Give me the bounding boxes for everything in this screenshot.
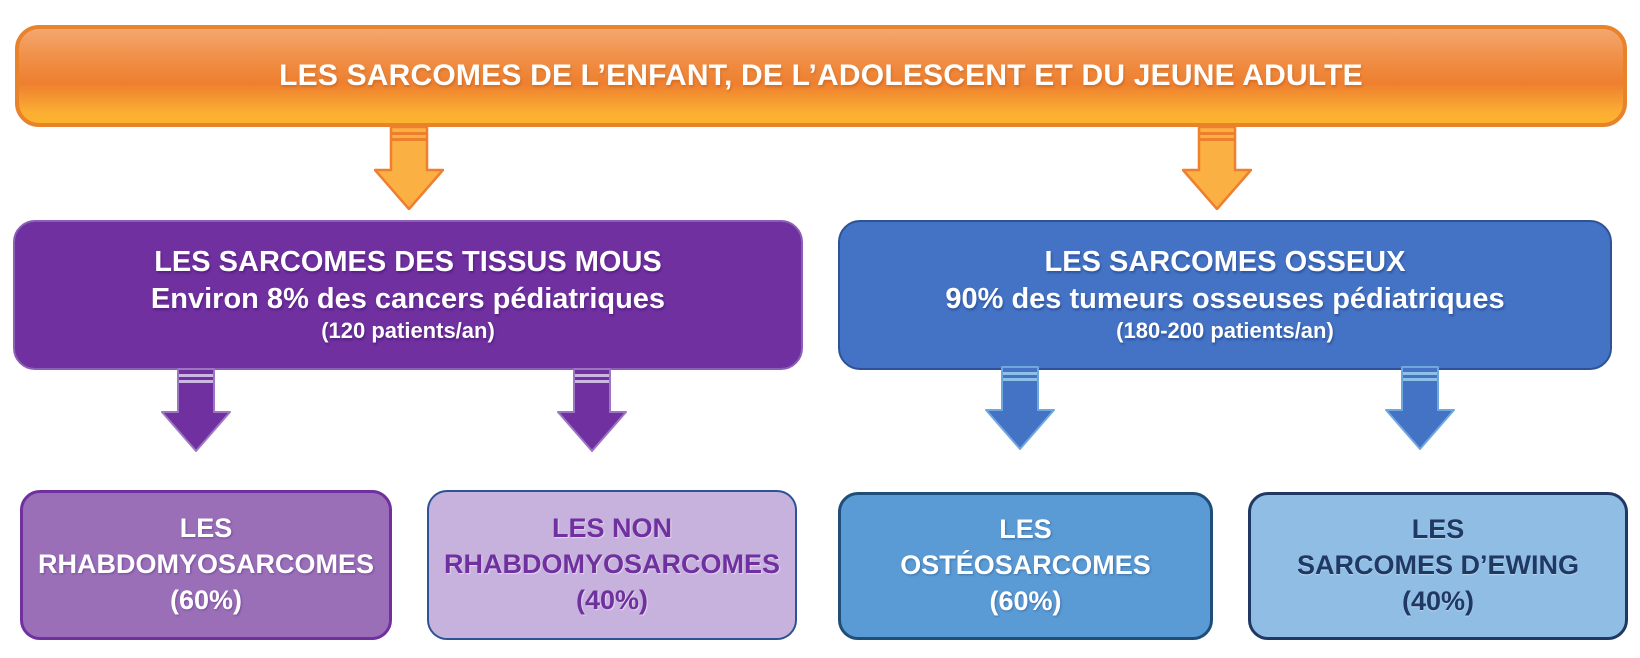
leaf-line: RHABDOMYOSARCOMES (37, 549, 374, 580)
bone-subtitle: 90% des tumeurs osseuses pédiatriques (945, 282, 1505, 315)
leaf-line: (60%) (169, 584, 242, 615)
bone-note: (180-200 patients/an) (1116, 317, 1334, 343)
ewing-sarcomas-box: LES SARCOMES D’EWING (40%) (1248, 492, 1628, 640)
arrow-down-icon (985, 366, 1055, 450)
bone-sarcomas-box: LES SARCOMES OSSEUX 90% des tumeurs osse… (838, 220, 1612, 370)
arrow-down-icon (557, 368, 627, 452)
soft-tissue-subtitle: Environ 8% des cancers pédiatriques (150, 282, 666, 315)
arrow-down-icon (1385, 366, 1455, 450)
arrow-down-icon (161, 368, 231, 452)
soft-tissue-sarcomas-box: LES SARCOMES DES TISSUS MOUS Environ 8% … (13, 220, 803, 370)
leaf-line: OSTÉOSARCOMES (900, 550, 1151, 581)
page-title: LES SARCOMES DE L’ENFANT, DE L’ADOLESCEN… (279, 59, 1363, 92)
leaf-line: SARCOMES D’EWING (1296, 550, 1579, 581)
soft-tissue-note: (120 patients/an) (321, 317, 495, 343)
leaf-line: RHABDOMYOSARCOMES (443, 549, 780, 580)
leaf-line: LES (999, 514, 1052, 545)
leaf-line: (60%) (989, 585, 1062, 616)
osteosarcomas-box: LES OSTÉOSARCOMES (60%) (838, 492, 1213, 640)
leaf-line: LES (179, 513, 233, 544)
root-title-box: LES SARCOMES DE L’ENFANT, DE L’ADOLESCEN… (15, 25, 1627, 127)
arrow-down-icon (1182, 126, 1252, 210)
bone-title: LES SARCOMES OSSEUX (1044, 246, 1406, 279)
leaf-line: LES NON (551, 513, 672, 544)
leaf-line: (40%) (1401, 585, 1474, 616)
soft-tissue-title: LES SARCOMES DES TISSUS MOUS (154, 246, 662, 279)
leaf-line: (40%) (575, 584, 648, 615)
rhabdomyosarcomas-box: LES RHABDOMYOSARCOMES (60%) (20, 490, 392, 640)
arrow-down-icon (374, 126, 444, 210)
leaf-line: LES (1411, 514, 1465, 545)
non-rhabdomyosarcomas-box: LES NON RHABDOMYOSARCOMES (40%) (427, 490, 797, 640)
